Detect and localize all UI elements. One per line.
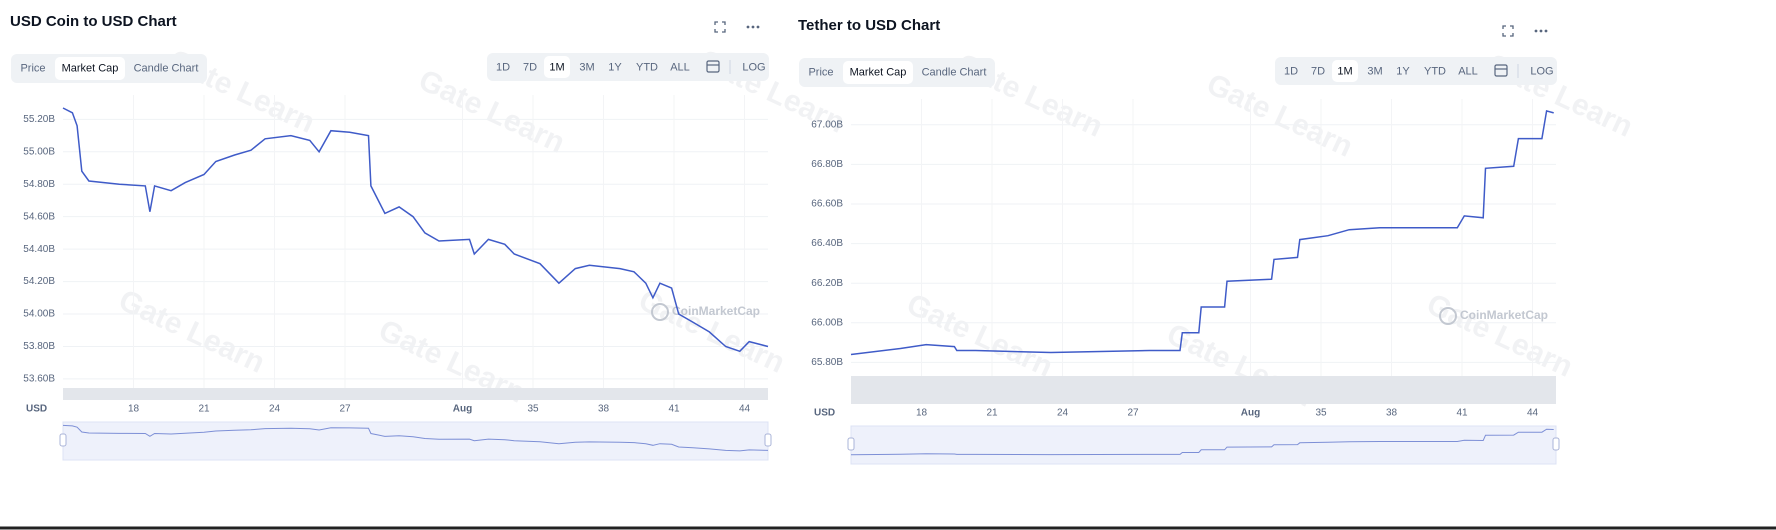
watermark: CoinMarketCap: [672, 304, 760, 318]
volume-area: [63, 388, 768, 400]
navigator: [850, 425, 1557, 465]
background-watermark: Gate Learn: [902, 288, 1058, 384]
x-tick-label: 41: [1456, 408, 1468, 419]
x-tick-label: 35: [527, 404, 539, 415]
price-line: [850, 109, 1554, 356]
watermark: CoinMarketCap: [1460, 308, 1548, 322]
currency-label: USD: [26, 404, 47, 415]
tab-active: [843, 61, 913, 84]
tab-button[interactable]: Market Cap: [62, 62, 119, 74]
range-button[interactable]: ALL: [670, 61, 690, 73]
currency-label: USD: [814, 408, 835, 419]
navigator-line: [62, 424, 769, 452]
x-tick-label: 24: [1057, 408, 1069, 419]
watermark-logo: [1439, 307, 1457, 325]
navigator-line: [850, 428, 1554, 456]
tab-button[interactable]: Candle Chart: [922, 66, 987, 78]
y-tick-label: 53.60B: [23, 374, 55, 385]
expand-icon[interactable]: [714, 21, 726, 33]
range-button[interactable]: 1M: [1337, 65, 1352, 77]
x-tick-label: 35: [1315, 408, 1327, 419]
y-tick-label: 66.00B: [811, 317, 843, 328]
range-button[interactable]: LOG: [742, 61, 765, 73]
range-button[interactable]: 1D: [1284, 65, 1298, 77]
x-tick-label: 38: [1386, 408, 1398, 419]
range-button[interactable]: 3M: [579, 61, 594, 73]
background-watermark: Gate Learn: [634, 284, 790, 380]
x-tick-label: 18: [916, 408, 928, 419]
navigator: [62, 421, 769, 461]
tab-button[interactable]: Market Cap: [850, 66, 907, 78]
more-icon-dot[interactable]: [751, 25, 755, 29]
x-tick-label: 44: [739, 404, 751, 415]
range-button[interactable]: 7D: [523, 61, 537, 73]
x-tick-label: 21: [198, 404, 210, 415]
navigator-handle[interactable]: [764, 433, 772, 447]
chart-title: Tether to USD Chart: [798, 17, 940, 34]
x-tick-label: 27: [1127, 408, 1139, 419]
range-button[interactable]: 1M: [549, 61, 564, 73]
range-active: [1332, 60, 1358, 82]
y-tick-label: 54.20B: [23, 276, 55, 287]
price-line: [62, 107, 769, 353]
x-tick-label: 27: [339, 404, 351, 415]
range-button[interactable]: 1D: [496, 61, 510, 73]
calendar-icon[interactable]: [706, 60, 720, 73]
y-tick-label: 55.20B: [23, 114, 55, 125]
x-tick-label: Aug: [453, 404, 472, 415]
y-tick-label: 54.80B: [23, 179, 55, 190]
watermark-logo: [651, 303, 669, 321]
background-watermark: Gate Learn: [1422, 288, 1578, 384]
tab-active: [55, 57, 125, 80]
y-tick-label: 66.60B: [811, 199, 843, 210]
volume-area: [851, 376, 1556, 404]
x-tick-label: Aug: [1241, 408, 1260, 419]
y-tick-label: 55.00B: [23, 146, 55, 157]
range-button[interactable]: ALL: [1458, 65, 1478, 77]
y-tick-label: 54.60B: [23, 211, 55, 222]
more-icon-dot[interactable]: [1539, 29, 1543, 33]
chart-title: USD Coin to USD Chart: [10, 13, 177, 30]
y-tick-label: 54.40B: [23, 244, 55, 255]
calendar-icon[interactable]: [1494, 64, 1508, 77]
more-icon-dot[interactable]: [756, 25, 760, 29]
range-button[interactable]: 3M: [1367, 65, 1382, 77]
x-tick-label: 18: [128, 404, 140, 415]
navigator-handle[interactable]: [1552, 437, 1560, 451]
y-tick-label: 66.40B: [811, 238, 843, 249]
y-tick-label: 67.00B: [811, 119, 843, 130]
tab-button[interactable]: Price: [20, 62, 45, 74]
range-button[interactable]: YTD: [636, 61, 658, 73]
range-button[interactable]: 1Y: [1396, 65, 1410, 77]
range-button[interactable]: 7D: [1311, 65, 1325, 77]
range-button[interactable]: YTD: [1424, 65, 1446, 77]
range-button[interactable]: LOG: [1530, 65, 1553, 77]
y-tick-label: 66.80B: [811, 159, 843, 170]
y-tick-label: 54.00B: [23, 309, 55, 320]
x-tick-label: 41: [668, 404, 680, 415]
more-icon-dot[interactable]: [1534, 29, 1538, 33]
navigator-handle[interactable]: [59, 433, 67, 447]
tab-button[interactable]: Candle Chart: [134, 62, 199, 74]
range-active: [544, 56, 570, 78]
more-icon-dot[interactable]: [746, 25, 750, 29]
y-tick-label: 66.20B: [811, 278, 843, 289]
range-button[interactable]: 1Y: [608, 61, 622, 73]
y-tick-label: 53.80B: [23, 341, 55, 352]
tab-button[interactable]: Price: [808, 66, 833, 78]
x-tick-label: 21: [986, 408, 998, 419]
background-watermark: Gate Learn: [114, 284, 270, 380]
x-tick-label: 24: [269, 404, 281, 415]
more-icon-dot[interactable]: [1544, 29, 1548, 33]
navigator-handle[interactable]: [847, 437, 855, 451]
y-tick-label: 65.80B: [811, 357, 843, 368]
expand-icon[interactable]: [1502, 25, 1514, 37]
x-tick-label: 38: [598, 404, 610, 415]
x-tick-label: 44: [1527, 408, 1539, 419]
